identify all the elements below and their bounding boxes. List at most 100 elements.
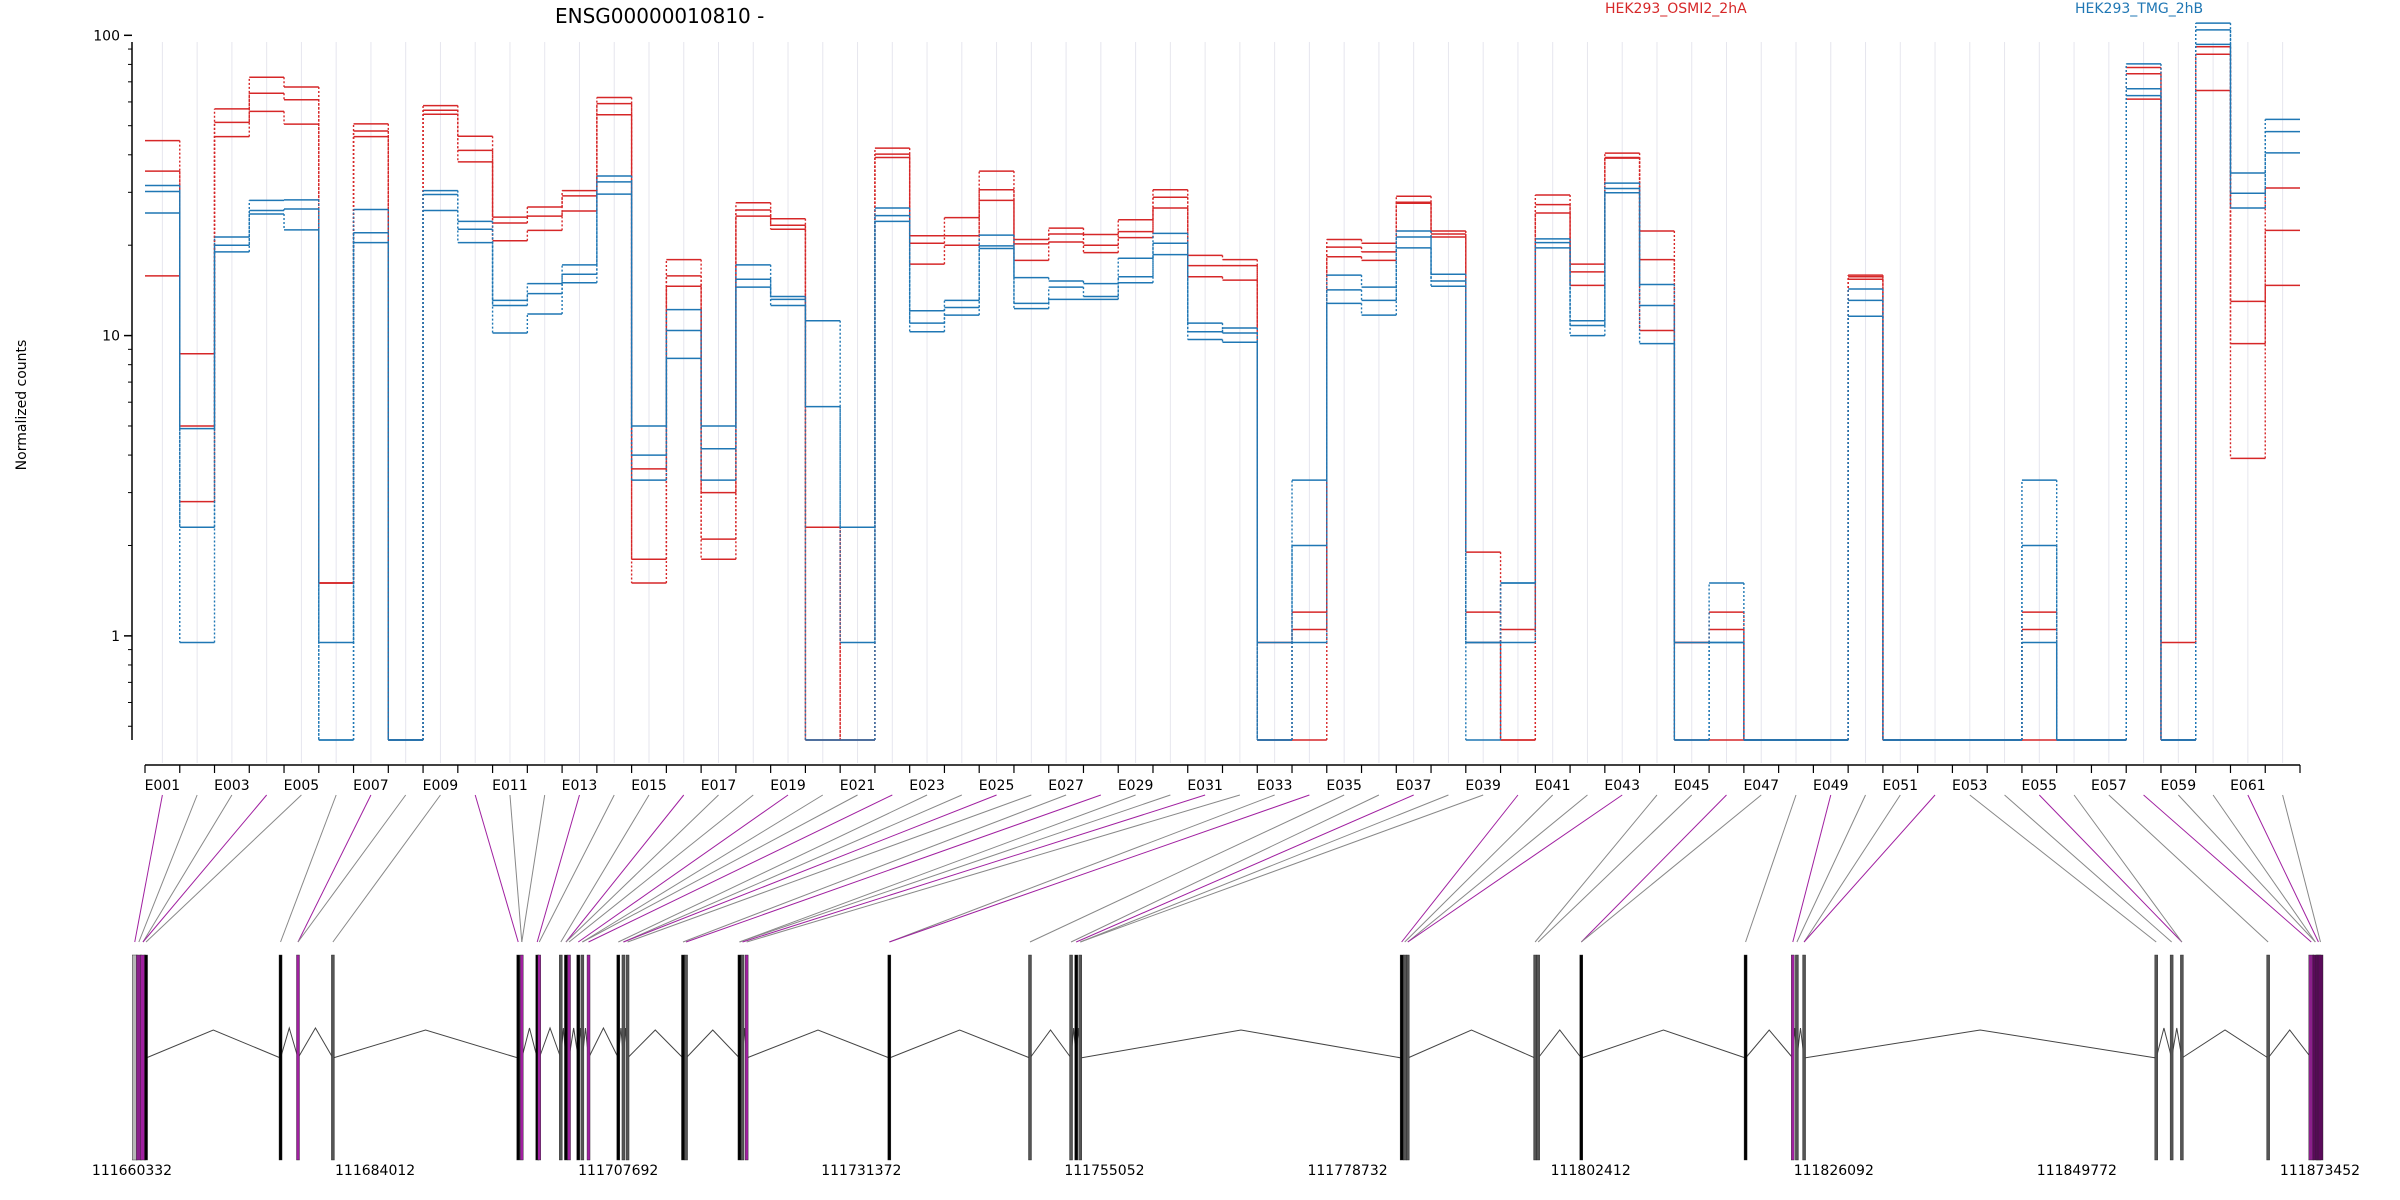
exon-box <box>331 954 335 1161</box>
exon-connector <box>2073 794 2183 943</box>
exon-connector <box>739 794 1136 943</box>
exon-label: E009 <box>423 778 459 794</box>
gene-model: 111660332 111684012 111707692 111731372 1117… <box>92 954 2360 1179</box>
exon-connector <box>474 794 519 943</box>
exon-box <box>1791 954 1795 1161</box>
coordinate-label: 111660332 <box>92 1163 172 1179</box>
exon-label: E011 <box>492 778 528 794</box>
intron <box>1407 1029 1536 1059</box>
exon-box <box>2180 954 2184 1161</box>
coordinate-label: 111802412 <box>1551 1163 1631 1179</box>
x-axis: E001 E003 E005 E007 E009 E011 E013 E015 E017 E019… <box>144 764 2301 794</box>
exon-connector <box>1080 794 1449 943</box>
exon-box <box>1074 954 1078 1161</box>
exon-box <box>586 954 591 1161</box>
exon-box <box>1403 954 1407 1161</box>
exon-connector <box>1407 794 1623 943</box>
legend-entry-tmg: HEK293_TMG_2hB <box>2075 1 2203 17</box>
exon-box <box>684 954 688 1161</box>
exon-connector <box>560 794 650 943</box>
exon-label: E015 <box>631 778 667 794</box>
exon-connector <box>565 794 685 943</box>
exon-box <box>520 954 524 1161</box>
exon-connector <box>582 794 824 943</box>
series-HEK293_TMG_2hB <box>145 22 2300 741</box>
exon-connector <box>142 794 233 943</box>
exon-connector <box>627 794 1032 943</box>
chart-title: ENSG00000010810 - <box>555 4 764 28</box>
exon-connector <box>2177 794 2316 943</box>
intron <box>297 1027 334 1059</box>
exon-connector <box>1580 794 1727 943</box>
exon-connector <box>145 794 302 943</box>
exon-connector <box>1792 794 1832 943</box>
exon-connector <box>1070 794 1380 943</box>
exon-box <box>2266 954 2270 1161</box>
exon-label: E019 <box>770 778 806 794</box>
exon-label: E061 <box>2230 778 2266 794</box>
intron <box>627 1029 684 1059</box>
exon-label: E007 <box>353 778 389 794</box>
exon-connector <box>568 794 754 943</box>
exon-connector <box>1803 794 1901 943</box>
intron <box>1080 1029 1402 1059</box>
intron <box>2267 1029 2312 1059</box>
intron <box>685 1029 740 1059</box>
exon-box <box>887 954 892 1161</box>
exon-connector <box>685 794 1102 943</box>
exon-box <box>516 954 520 1161</box>
exon-connector <box>1796 794 1866 943</box>
exon-connector <box>297 794 407 943</box>
exon-label: E059 <box>2161 778 2197 794</box>
exon-label: E003 <box>214 778 250 794</box>
intron <box>538 1026 562 1059</box>
exon-connector <box>134 794 163 943</box>
exon-connectors <box>134 794 2321 943</box>
exon-connector <box>1080 794 1484 943</box>
exon-box <box>1028 954 1032 1161</box>
exon-connector <box>2212 794 2316 943</box>
exon-connector <box>588 794 893 943</box>
exon-connector <box>746 794 1241 943</box>
exon-box <box>296 954 300 1161</box>
coordinate-label: 111826092 <box>1794 1163 1874 1179</box>
exon-box <box>1406 954 1410 1161</box>
exon-label: E033 <box>1257 778 1293 794</box>
exon-connector <box>742 794 1206 943</box>
exon-connector <box>582 794 858 943</box>
exon-connector <box>2143 794 2312 943</box>
intron <box>332 1029 519 1059</box>
exon-box <box>1795 954 1799 1161</box>
exon-connector <box>2108 794 2269 943</box>
y-tick-label: 10 <box>102 329 120 345</box>
exon-box <box>744 954 749 1161</box>
exon-box <box>580 954 585 1161</box>
coordinate-label: 111778732 <box>1307 1163 1387 1179</box>
exon-label: E055 <box>2022 778 2058 794</box>
exon-connector <box>2247 794 2319 943</box>
exon-connector <box>623 794 963 943</box>
exon-label: E035 <box>1326 778 1362 794</box>
intron <box>746 1029 890 1059</box>
exon-connector <box>1075 794 1414 943</box>
exon-label: E017 <box>701 778 737 794</box>
exon-label: E025 <box>979 778 1015 794</box>
exon-box <box>737 954 742 1161</box>
intron <box>1029 1029 1072 1059</box>
exon-label: E049 <box>1813 778 1849 794</box>
series-HEK293_OSMI2_2hA <box>145 46 2300 741</box>
exon-label: E021 <box>840 778 876 794</box>
series-HEK293_TMG_2hB <box>145 43 2300 741</box>
exon-connector <box>1407 794 1588 943</box>
exon-label: E027 <box>1048 778 1084 794</box>
exon-label: E031 <box>1187 778 1223 794</box>
coordinate-label: 111873452 <box>2280 1163 2360 1179</box>
exon-label: E039 <box>1465 778 1501 794</box>
exon-box <box>564 954 568 1161</box>
exon-label: E037 <box>1396 778 1432 794</box>
exon-connector <box>739 794 1171 943</box>
exon-box <box>567 954 571 1161</box>
exon-label: E047 <box>1743 778 1779 794</box>
intron <box>588 1026 619 1059</box>
exon-label: E053 <box>1952 778 1988 794</box>
